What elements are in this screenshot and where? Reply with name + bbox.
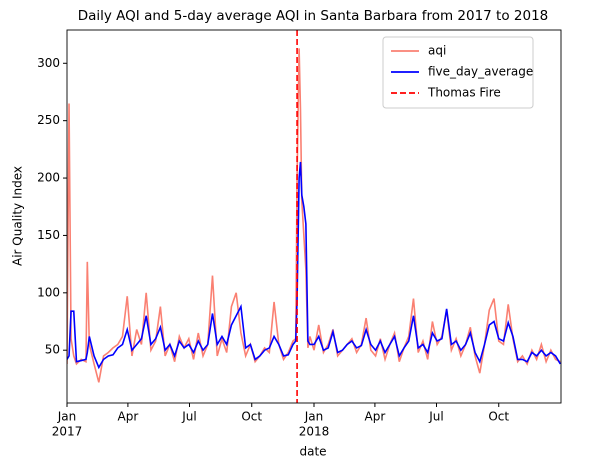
chart-title: Daily AQI and 5-day average AQI in Santa… [78,8,549,24]
series-line [67,161,561,370]
y-tick-label: 200 [37,171,60,185]
legend-label: aqi [428,44,446,58]
y-tick-label: 300 [37,56,60,70]
y-tick-label: 250 [37,113,60,127]
x-tick-label: Jan [304,410,324,424]
x-tick-label: Oct [241,410,262,424]
y-tick-label: 150 [37,228,60,242]
x-tick-label: Apr [365,410,386,424]
x-tick-year: 2017 [52,425,83,439]
x-axis-label: date [299,445,326,459]
y-tick-label: 50 [45,343,60,357]
legend-label: Thomas Fire [427,86,501,100]
x-tick-year: 2018 [299,425,330,439]
plot-frame [66,29,562,404]
x-tick-label: Jan [57,410,77,424]
x-tick-label: Jul [181,410,196,424]
y-axis-label: Air Quality Index [11,166,25,266]
legend-box [382,36,534,109]
x-tick-label: Apr [118,410,139,424]
x-tick-label: Oct [488,410,509,424]
x-tick-label: Jul [428,410,443,424]
y-tick-label: 100 [37,285,60,299]
legend-label: five_day_average [428,65,533,79]
series-line [67,48,561,383]
